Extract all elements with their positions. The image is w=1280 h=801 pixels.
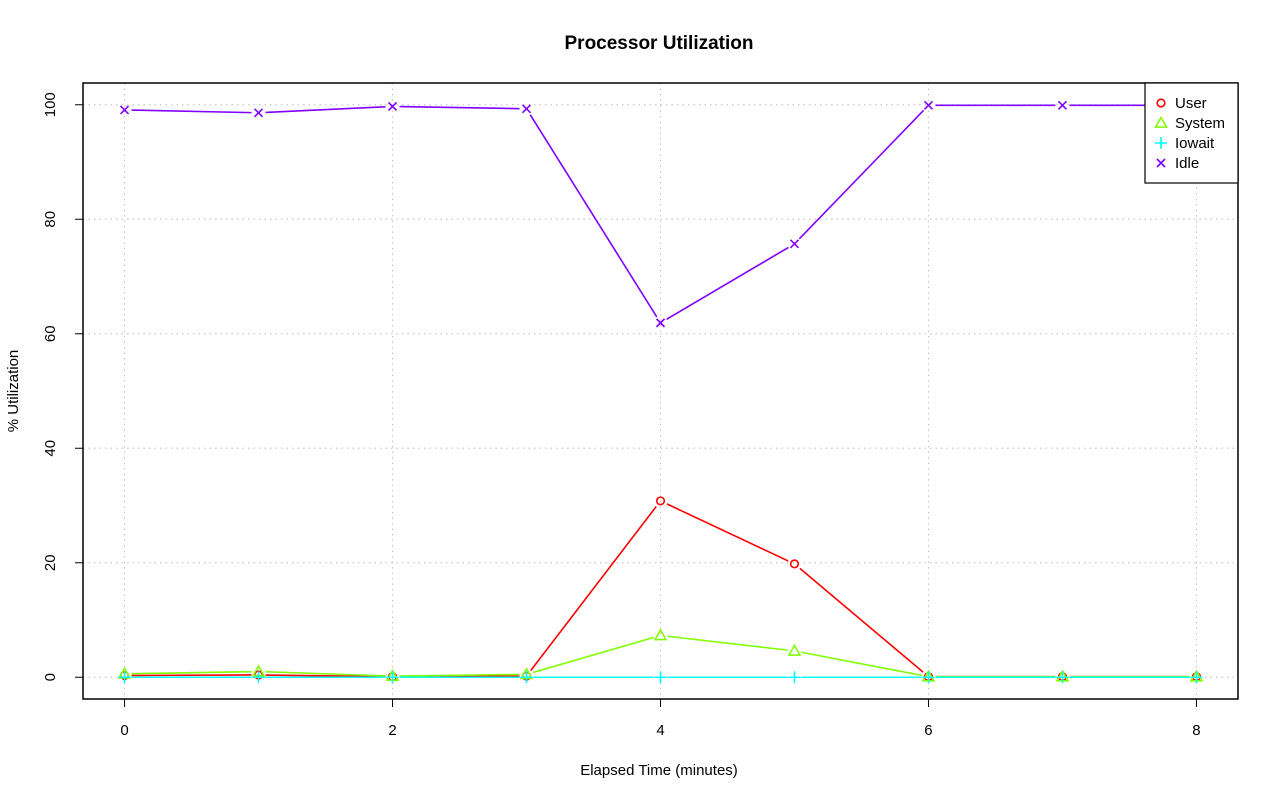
series-segment-idle [131, 109, 252, 114]
legend-label-iowait: Iowait [1175, 135, 1215, 152]
legend-item-iowait: Iowait [1155, 135, 1215, 152]
series-segment-system [801, 651, 922, 677]
series-segment-idle [666, 246, 789, 321]
data-point-iowait [788, 671, 801, 684]
legend-label-system: System [1175, 115, 1225, 132]
legend: User System Iowait Idle [1144, 82, 1239, 184]
series-segment-idle [399, 105, 520, 110]
legend-item-system: System [1154, 115, 1225, 132]
data-point-iowait [386, 671, 399, 684]
series-layer [117, 100, 1204, 684]
data-point-user [655, 496, 666, 506]
data-point-iowait [1056, 671, 1069, 684]
series-segment-user [666, 503, 789, 562]
data-point-iowait [520, 671, 533, 684]
chart-title: Processor Utilization [565, 33, 754, 54]
series-segment-user [131, 674, 252, 677]
series-user [119, 496, 1202, 682]
x-axis-label: Elapsed Time (minutes) [580, 762, 738, 779]
plot-frame [82, 82, 1239, 700]
x-tick-label: 0 [120, 722, 128, 739]
series-segment-idle [265, 106, 386, 114]
grid [83, 83, 1238, 699]
data-point-idle [1057, 100, 1068, 110]
x-tick-label: 6 [924, 722, 932, 739]
legend-item-user: User [1156, 95, 1207, 112]
series-segment-system [131, 670, 252, 675]
y-axis-label: % Utilization [5, 350, 22, 433]
legend-label-idle: Idle [1175, 155, 1199, 172]
y-tick-label: 0 [42, 673, 59, 681]
data-point-idle [789, 239, 800, 249]
data-point-iowait [252, 671, 265, 684]
data-point-iowait [1190, 671, 1203, 684]
data-point-system [653, 628, 668, 641]
y-tick-label: 100 [42, 92, 59, 117]
data-point-idle [655, 318, 666, 328]
legend-marker-user [1156, 98, 1166, 108]
data-point-idle [253, 108, 264, 118]
y-tick-label: 20 [42, 554, 59, 571]
data-point-idle [923, 100, 934, 110]
legend-item-idle: Idle [1156, 155, 1199, 172]
data-point-idle [119, 105, 130, 115]
series-segment-user [799, 567, 924, 673]
legend-marker-idle [1156, 158, 1166, 168]
y-tick-label: 80 [42, 211, 59, 228]
series-segment-system [399, 673, 520, 677]
data-point-system [787, 643, 802, 656]
x-axis: 0 2 4 6 8 [120, 698, 1201, 739]
series-segment-user [530, 505, 657, 672]
x-tick-label: 4 [656, 722, 664, 739]
legend-marker-system [1154, 115, 1168, 128]
y-tick-label: 40 [42, 440, 59, 457]
series-segment-idle [529, 114, 658, 318]
data-point-idle [387, 101, 398, 112]
series-segment-user [265, 674, 386, 678]
series-segment-system [265, 670, 386, 677]
series-idle [119, 100, 1202, 328]
data-point-iowait [118, 671, 131, 684]
y-tick-label: 60 [42, 325, 59, 342]
x-tick-label: 2 [388, 722, 396, 739]
legend-label-user: User [1175, 95, 1207, 112]
series-iowait [118, 671, 1203, 684]
data-point-idle [521, 104, 532, 114]
y-axis: 0 20 40 60 80 100 [42, 92, 84, 681]
data-point-iowait [922, 671, 935, 684]
series-segment-system [533, 636, 655, 674]
data-point-iowait [654, 671, 667, 684]
x-tick-label: 8 [1192, 722, 1200, 739]
legend-box [1144, 82, 1239, 184]
legend-marker-iowait [1155, 137, 1167, 149]
data-point-user [789, 559, 800, 569]
series-segment-idle [798, 109, 925, 240]
series-segment-system [667, 635, 788, 651]
